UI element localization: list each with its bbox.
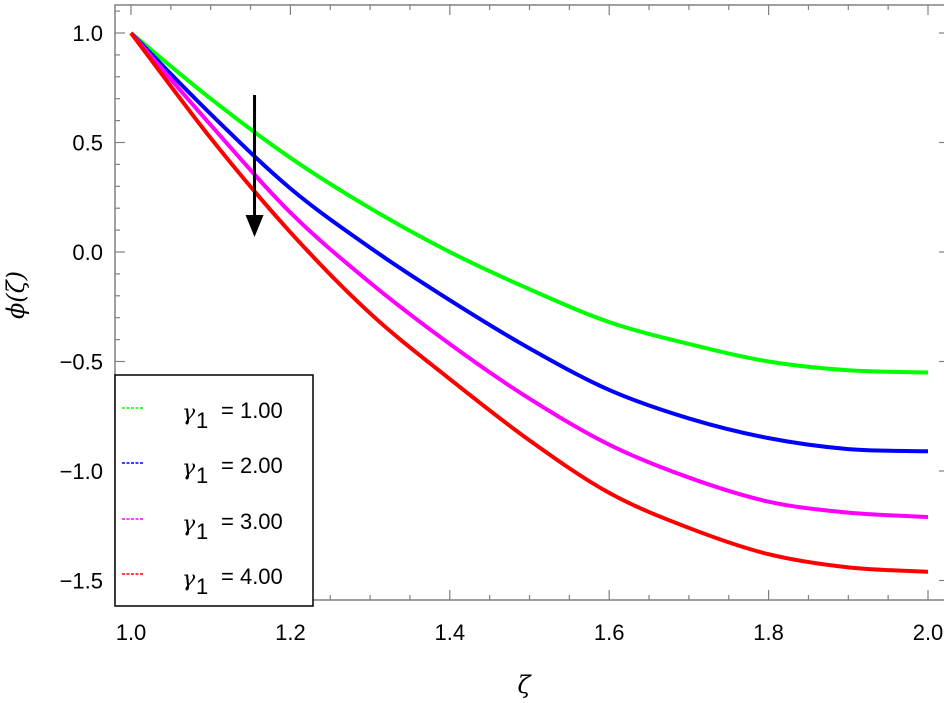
legend-label: = 4.00 <box>221 564 283 589</box>
trend-arrow-icon <box>245 95 264 237</box>
legend-subscript: 1 <box>196 408 208 433</box>
x-tick-labels: 1.0 1.2 1.4 1.6 1.8 2.0 <box>116 620 944 645</box>
x-tick-label: 1.4 <box>435 620 466 645</box>
x-tick-label: 1.2 <box>275 620 306 645</box>
legend-symbol: γ <box>182 512 196 537</box>
y-tick-label: −1.0 <box>60 459 103 484</box>
y-tick-label: 1.0 <box>72 21 103 46</box>
y-axis-title: ϕ(ζ) <box>2 271 30 319</box>
x-axis-title: ζ <box>517 671 532 699</box>
legend-label: = 1.00 <box>221 398 283 423</box>
legend-subscript: 1 <box>196 519 208 544</box>
y-tick-label: 0.5 <box>72 131 103 156</box>
series-line-1 <box>129 31 929 375</box>
legend: γ 1 = 1.00γ 1 = 2.00γ 1 = 3.00γ 1 = 4.00 <box>114 374 314 607</box>
plot-frame <box>114 4 944 601</box>
legend-subscript: 1 <box>196 463 208 488</box>
y-tick-labels: 1.0 0.5 0.0 −0.5 −1.0 −1.5 <box>60 21 103 594</box>
x-tick-label: 1.0 <box>116 620 147 645</box>
legend-symbol: γ <box>182 567 196 592</box>
series-line-4 <box>129 31 929 574</box>
legend-subscript: 1 <box>196 574 208 599</box>
y-tick-label: −0.5 <box>60 350 103 375</box>
legend-symbol: γ <box>182 456 196 481</box>
y-tick-label: −1.5 <box>60 569 103 594</box>
frame-rect <box>114 4 944 601</box>
x-tick-label: 2.0 <box>913 620 944 645</box>
legend-symbol: γ <box>182 401 196 426</box>
legend-label: = 2.00 <box>221 453 283 478</box>
x-tick-label: 1.6 <box>594 620 625 645</box>
legend-label: = 3.00 <box>221 509 283 534</box>
y-tick-label: 0.0 <box>72 240 103 265</box>
legend-box <box>114 374 314 607</box>
series-line-3 <box>129 31 929 519</box>
x-tick-label: 1.8 <box>753 620 784 645</box>
